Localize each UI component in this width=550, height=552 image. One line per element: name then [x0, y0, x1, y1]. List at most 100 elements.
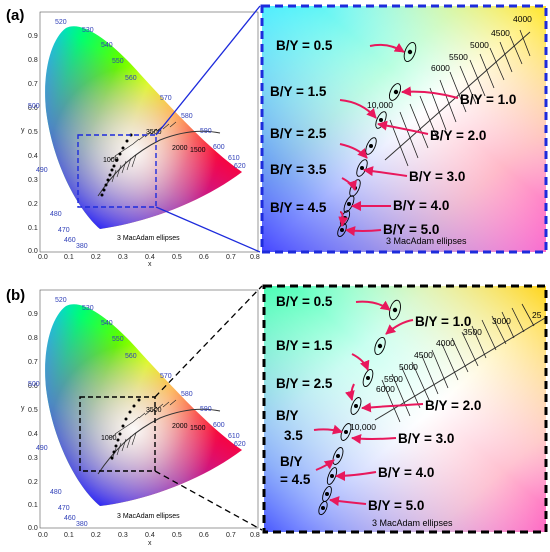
cct-label: 1000 — [101, 435, 117, 442]
macadam-note: 3 MacAdam ellipses — [117, 235, 180, 242]
wavelength-label: 620 — [234, 163, 246, 170]
zoom-frame — [260, 4, 548, 254]
y-tick: 0.2 — [28, 479, 38, 486]
cct-label: 1500 — [190, 147, 206, 154]
y-tick: 0.1 — [28, 225, 38, 232]
x-tick: 0.6 — [199, 254, 209, 261]
planckian-locus — [97, 408, 221, 475]
wavelength-label: 560 — [125, 353, 137, 360]
x-tick: 0.4 — [145, 532, 155, 539]
y-tick: 0.7 — [28, 81, 38, 88]
iso-cct-hatching — [381, 303, 535, 423]
wavelength-label: 500 — [28, 381, 40, 388]
x-tick: 0.2 — [91, 532, 101, 539]
zoom-connector-top — [154, 285, 263, 398]
y-tick: 0.0 — [28, 248, 38, 255]
ratio-label: B/Y = 1.5 — [276, 338, 333, 353]
wavelength-label: 380 — [76, 243, 88, 250]
x-axis-label: x — [148, 540, 152, 547]
y-tick: 0.4 — [28, 431, 38, 438]
ratio-label: B/Y = 0.5 — [276, 294, 333, 309]
wavelength-label: 530 — [82, 305, 94, 312]
cct-label: 5000 — [470, 40, 489, 50]
zoom-panel-b: 25 3000 3500 4000 4500 5000 5500 6000 10… — [262, 284, 548, 534]
y-axis-label: y — [21, 127, 25, 134]
y-tick: 0.3 — [28, 455, 38, 462]
wavelength-label: 610 — [228, 433, 240, 440]
y-tick: 0.8 — [28, 57, 38, 64]
iso-cct-lines — [111, 432, 137, 461]
y-tick: 0.9 — [28, 33, 38, 40]
chromaticity-diagram-small: 0.0 0.1 0.2 0.3 0.4 0.5 0.6 0.7 0.8 x 0.… — [21, 11, 260, 268]
wavelength-label: 550 — [112, 336, 124, 343]
cct-label: 4500 — [414, 350, 433, 360]
cct-label: 25 — [532, 310, 542, 320]
wavelength-label: 540 — [101, 42, 113, 49]
zoom-connector-bottom — [154, 470, 263, 531]
ratio-label: B/Y = 2.5 — [276, 376, 333, 391]
ratio-label: B/Y = 3.5 — [270, 162, 327, 177]
ratio-label: B/Y = 0.5 — [276, 38, 333, 53]
wavelength-label: 460 — [64, 515, 76, 522]
cct-label: 3000 — [492, 316, 511, 326]
x-tick: 0.2 — [91, 254, 101, 261]
iso-cct-ticks — [109, 399, 177, 439]
cct-label: 2000 — [172, 145, 188, 152]
x-tick: 0.1 — [64, 254, 74, 261]
y-axis: 0.0 0.1 0.2 0.3 0.4 0.5 0.6 0.7 0.8 0.9 … — [21, 33, 38, 255]
x-tick: 0.7 — [226, 254, 236, 261]
y-tick: 0.5 — [28, 407, 38, 414]
wavelength-label: 380 — [76, 521, 88, 528]
blue-yellow-ratio-labels: B/Y = 0.5 B/Y = 1.5 B/Y = 1.0 B/Y = 2.5 … — [270, 38, 516, 237]
ratio-label: B/Y = 1.0 — [460, 92, 516, 107]
x-tick: 0.7 — [226, 532, 236, 539]
y-tick: 0.3 — [28, 177, 38, 184]
ratio-label: B/Y = 1.0 — [415, 314, 471, 329]
panel-label: (a) — [6, 7, 24, 24]
y-tick: 0.9 — [28, 311, 38, 318]
cct-label: 10,000 — [367, 100, 393, 110]
wavelength-label: 580 — [181, 391, 193, 398]
wavelength-label: 560 — [125, 75, 137, 82]
ratio-label: B/Y = 2.0 — [430, 128, 486, 143]
y-axis-label: y — [21, 405, 25, 412]
y-axis: 0.0 0.1 0.2 0.3 0.4 0.5 0.6 0.7 0.8 0.9 … — [21, 311, 38, 532]
zoom-measurement-points — [321, 307, 398, 510]
y-tick: 0.6 — [28, 105, 38, 112]
wavelength-labels: 520 530 540 550 560 570 580 590 600 610 … — [28, 297, 246, 528]
iso-cct-lines — [111, 154, 137, 183]
white-point-region — [45, 26, 243, 230]
zoom-region-box — [79, 396, 156, 472]
cct-label: 6000 — [431, 63, 450, 73]
zoom-connector-top — [155, 5, 261, 136]
y-tick: 0.8 — [28, 335, 38, 342]
cct-label: 4000 — [436, 338, 455, 348]
wavelength-label: 460 — [64, 237, 76, 244]
x-tick: 0.3 — [118, 254, 128, 261]
chromaticity-diagram-small: 0.0 0.1 0.2 0.3 0.4 0.5 0.6 0.7 0.8 x 0.… — [21, 289, 260, 547]
ratio-label: B/Y — [276, 408, 299, 423]
cct-label: 3500 — [146, 129, 162, 136]
cct-label: 4000 — [513, 14, 532, 24]
y-tick: 0.2 — [28, 201, 38, 208]
macadam-note: 3 MacAdam ellipses — [386, 236, 467, 246]
ratio-label: B/Y = 2.5 — [270, 126, 327, 141]
cct-label: 2000 — [172, 423, 188, 430]
zoom-frame — [262, 284, 548, 534]
pink-arrows — [313, 300, 424, 507]
cct-label: 3500 — [463, 327, 482, 337]
wavelength-label: 600 — [213, 144, 225, 151]
cct-label: 1000 — [103, 157, 119, 164]
zoom-background-overlay — [264, 286, 546, 532]
panel-b: (b) 0.0 0.1 0.2 0.3 0.4 0.5 — [6, 284, 548, 547]
white-point-region — [45, 304, 243, 506]
wavelength-labels: 520 530 540 550 560 570 580 590 600 610 … — [28, 19, 246, 250]
wavelength-label: 530 — [82, 27, 94, 34]
ratio-label: B/Y = 3.0 — [409, 169, 465, 184]
iso-cct-ticks — [109, 121, 177, 161]
wavelength-label: 610 — [228, 155, 240, 162]
ratio-label: B/Y — [280, 454, 303, 469]
zoom-panel-a: 4000 4500 5000 5500 6000 10,000 B/Y = 0.… — [260, 4, 548, 254]
wavelength-label: 520 — [55, 297, 67, 304]
